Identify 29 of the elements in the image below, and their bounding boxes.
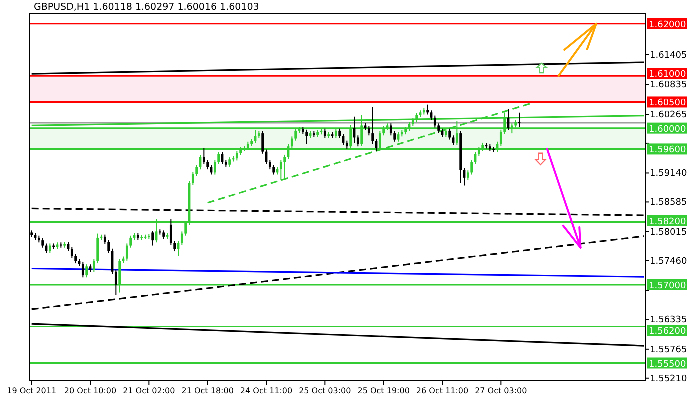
- y-tick-label: 1.59140: [650, 169, 688, 180]
- y-tick-label: 1.60265: [650, 110, 688, 120]
- x-tick-label: 26 Oct 11:00: [416, 386, 469, 396]
- ref-line-label: 1.57000: [649, 281, 686, 292]
- ref-line-label: 1.55500: [649, 360, 686, 370]
- ref-line-label: 1.58200: [649, 217, 686, 228]
- chart-title: GBPUSD,H1 1.60118 1.60297 1.60016 1.60103: [34, 2, 260, 13]
- x-tick-label: 20 Oct 10:00: [64, 386, 117, 396]
- x-tick-label: 21 Oct 18:00: [182, 386, 234, 396]
- x-tick-label: 21 Oct 02:00: [123, 386, 176, 396]
- y-tick-label: 1.58015: [650, 228, 688, 238]
- y-tick-label: 1.55765: [650, 345, 688, 356]
- ref-line-label: 1.62000: [649, 20, 686, 30]
- y-tick-label: 1.56335: [650, 316, 688, 326]
- ref-line-label: 1.61000: [649, 70, 686, 80]
- x-tick-label: 19 Oct 2011: [7, 386, 57, 396]
- x-tick-label: 24 Oct 11:00: [240, 386, 293, 396]
- x-tick-label: 25 Oct 03:00: [299, 386, 352, 396]
- ref-line-label: 1.60000: [649, 124, 686, 135]
- ref-line-label: 1.59600: [649, 146, 686, 156]
- y-tick-label: 1.60835: [650, 80, 688, 91]
- y-tick-label: 1.55210: [650, 374, 688, 384]
- ref-line-label: 1.60500: [649, 98, 686, 109]
- x-tick-label: 25 Oct 19:00: [358, 386, 410, 396]
- y-tick-label: 1.58585: [650, 198, 688, 208]
- y-tick-label: 1.61405: [650, 50, 688, 61]
- ref-line-label: 1.56200: [649, 327, 686, 338]
- x-tick-label: 27 Oct 03:00: [475, 386, 528, 396]
- y-tick-label: 1.57460: [650, 256, 688, 267]
